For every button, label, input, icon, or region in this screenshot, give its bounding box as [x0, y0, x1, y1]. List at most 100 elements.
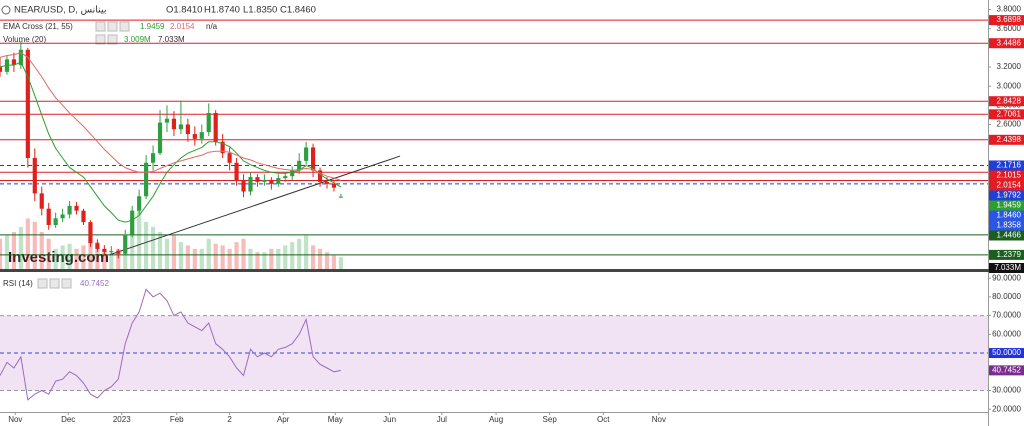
candle-body — [11, 59, 17, 66]
indicator-close-button[interactable] — [119, 21, 130, 32]
indicator-settings-button[interactable] — [107, 21, 118, 32]
y-tick-label: 3.2000 — [997, 62, 1022, 71]
volume-bar — [241, 238, 246, 269]
candle-body — [297, 160, 302, 171]
price-label-box — [989, 96, 1024, 107]
price-label-box — [989, 200, 1024, 211]
candle-body — [130, 210, 135, 235]
watermark: Investing.com — [8, 249, 109, 266]
candle-body — [144, 162, 149, 197]
ema-slow-value: 2.0154 — [170, 22, 195, 31]
candle-body — [269, 180, 274, 184]
candle-body — [18, 49, 23, 66]
x-tick-label: Jul — [437, 415, 447, 424]
price-label-box — [989, 220, 1024, 231]
price-label: 1.8460 — [997, 211, 1022, 220]
candle-body — [220, 141, 225, 154]
ohlc-open: O1.8410 — [166, 5, 202, 16]
price-label-box — [989, 160, 1024, 171]
volume-bar — [88, 238, 93, 269]
trendline — [109, 155, 401, 256]
volume-eye-button[interactable] — [95, 34, 106, 45]
volume-bar — [234, 242, 239, 269]
candle-body — [290, 170, 295, 177]
x-tick-label: 2023 — [113, 415, 131, 424]
candle-body — [227, 153, 232, 163]
candle-body — [25, 49, 30, 158]
candle-body — [304, 147, 309, 161]
x-tick-label: Nov — [652, 415, 666, 424]
panel-separator — [0, 269, 1024, 272]
rsi-value-box — [989, 365, 1024, 376]
volume-bar — [102, 248, 107, 269]
volume-bar — [220, 245, 225, 269]
volume-bar — [178, 242, 183, 269]
x-tick-label: Oct — [597, 415, 610, 424]
candle-body — [95, 243, 100, 249]
rsi-eye-button[interactable] — [37, 278, 48, 289]
volume-bar — [46, 238, 51, 269]
volume-bar — [95, 242, 100, 269]
price-label: 1.9459 — [997, 201, 1022, 210]
volume-bar — [331, 255, 337, 269]
volume-bar — [60, 245, 65, 269]
candle-body — [60, 214, 65, 219]
candle-body — [206, 112, 211, 133]
volume-label-box — [989, 263, 1024, 273]
rsi-close-button[interactable] — [61, 278, 72, 289]
volume-bar — [227, 248, 232, 269]
volume-bar — [262, 252, 267, 269]
volume-bar — [338, 257, 344, 269]
candle-body — [123, 234, 128, 254]
rsi-y-tick-label: 30.0000 — [992, 386, 1021, 395]
rsi-settings-button[interactable] — [49, 278, 60, 289]
rsi-y-tick-label: 20.0000 — [992, 404, 1021, 413]
price-label: 2.7061 — [997, 109, 1022, 118]
x-tick-label: 2 — [227, 415, 232, 424]
volume-settings-button[interactable] — [107, 34, 118, 45]
volume-bar — [324, 252, 330, 269]
volume-average: 3.009M — [124, 35, 151, 44]
y-tick-label: 3.8000 — [997, 5, 1022, 14]
volume-bar — [269, 248, 274, 269]
candle-body — [109, 250, 114, 252]
candle-body — [178, 124, 183, 130]
volume-bar — [116, 248, 121, 269]
price-label: 1.4466 — [997, 231, 1022, 240]
volume-bar — [311, 245, 316, 269]
candle-body — [311, 147, 316, 171]
candle-body — [213, 112, 218, 142]
indicator-eye-button[interactable] — [95, 21, 106, 32]
x-tick-label: Nov — [8, 415, 22, 424]
rsi-y-tick-label: 60.0000 — [992, 329, 1021, 338]
volume-bar — [81, 245, 86, 269]
candle-body — [317, 170, 323, 182]
price-label-box — [989, 230, 1024, 241]
candle-body — [150, 153, 156, 163]
x-tick-label: Apr — [277, 415, 290, 424]
volume-label: 7.033M — [994, 263, 1021, 272]
volume-bar — [137, 210, 142, 269]
rsi-y-tick-label: 70.0000 — [992, 311, 1021, 320]
candle-body — [74, 205, 79, 211]
price-label-box — [989, 38, 1024, 49]
volume-bar — [109, 252, 114, 269]
price-label: 2.1015 — [997, 171, 1022, 180]
x-tick-label: Sep — [543, 415, 558, 424]
candle-body — [164, 118, 170, 123]
candle-body — [331, 183, 337, 188]
indicator-status: n/a — [206, 22, 218, 31]
volume-bar — [32, 221, 37, 269]
x-tick-label: Feb — [170, 415, 184, 424]
price-label: 1.9792 — [997, 191, 1022, 200]
volume-value: 7.033M — [158, 35, 185, 44]
volume-bar — [67, 243, 72, 269]
candle-body — [0, 67, 3, 72]
indicator-name: EMA Cross (21, 55) — [3, 22, 73, 31]
volume-bar — [255, 252, 260, 269]
chart-title: NEAR/USD, D, بينانس — [14, 5, 107, 16]
y-tick-label: 3.6000 — [997, 24, 1022, 33]
candle-body — [137, 196, 142, 211]
symbol-icon[interactable] — [1, 5, 11, 15]
volume-bar — [192, 248, 197, 269]
